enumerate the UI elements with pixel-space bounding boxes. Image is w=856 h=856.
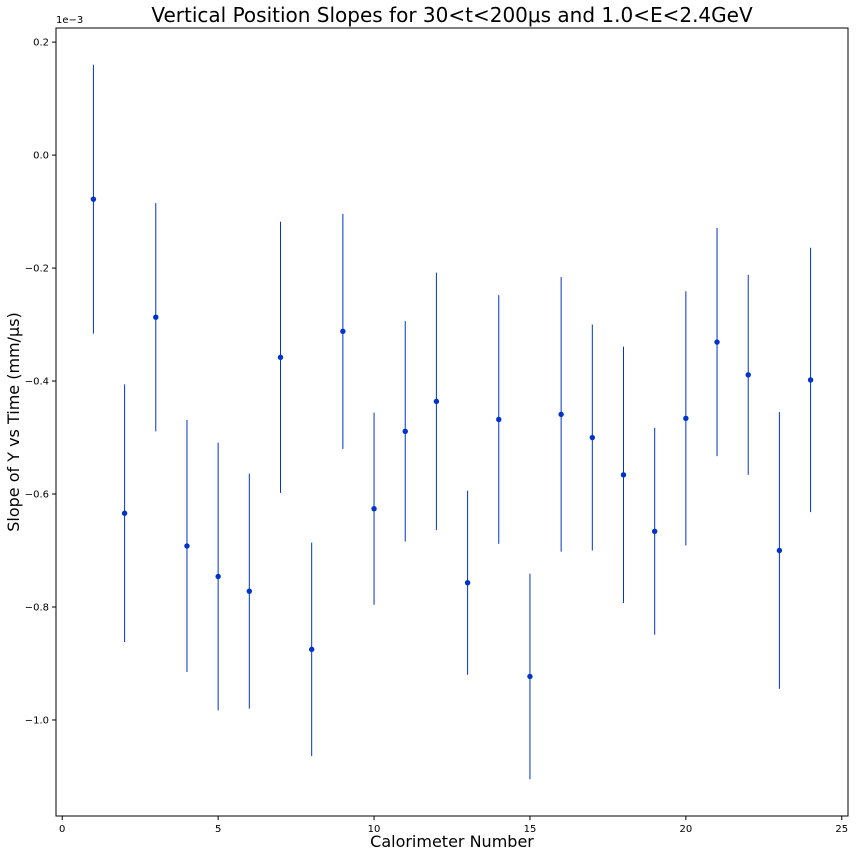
data-point bbox=[527, 673, 533, 680]
x-tick-label: 25 bbox=[835, 824, 848, 835]
x-tick-label: 5 bbox=[215, 824, 221, 835]
data-point bbox=[246, 588, 253, 594]
data-point bbox=[340, 328, 346, 335]
data-point bbox=[683, 415, 689, 422]
data-point bbox=[807, 377, 814, 383]
data-point bbox=[277, 354, 284, 361]
data-point bbox=[496, 416, 502, 423]
data-point bbox=[714, 339, 720, 345]
y-tick-label: −0.2 bbox=[25, 264, 49, 275]
data-point bbox=[776, 547, 783, 554]
plot-area: 0 5 10 15 20 25 0.2 0.0 −0.2 −0.4 −0.6 −0.8 −1.0 bbox=[25, 27, 849, 835]
plot-frame bbox=[55, 27, 849, 817]
data-point bbox=[402, 428, 408, 435]
data-point bbox=[651, 528, 658, 535]
y-axis-label: Slope of Y vs Time (mm/μs) bbox=[4, 312, 23, 532]
data-point bbox=[620, 472, 627, 478]
data-point bbox=[589, 434, 596, 441]
x-tick-label: 20 bbox=[679, 824, 692, 835]
y-tick-label: −0.8 bbox=[25, 602, 49, 613]
data-point bbox=[90, 196, 97, 202]
x-tick-label: 0 bbox=[59, 824, 65, 835]
y-tick-label: 0.0 bbox=[33, 151, 49, 162]
y-tick-label: 0.2 bbox=[33, 38, 49, 49]
data-point bbox=[371, 506, 377, 512]
data-point bbox=[153, 314, 159, 320]
x-tick-label: 15 bbox=[524, 824, 537, 835]
data-point bbox=[184, 543, 190, 549]
data-point bbox=[464, 580, 471, 586]
y-tick-label: −1.0 bbox=[25, 715, 49, 726]
y-tick-label: −0.6 bbox=[25, 490, 49, 501]
x-axis-label: Calorimeter Number bbox=[370, 832, 534, 851]
data-point bbox=[215, 573, 221, 580]
data-point bbox=[433, 398, 440, 405]
x-tick-label: 10 bbox=[368, 824, 381, 835]
data-point bbox=[121, 510, 128, 516]
y-axis-offset-label: 1e−3 bbox=[56, 15, 83, 26]
y-tick-label: −0.4 bbox=[25, 377, 49, 388]
data-point bbox=[558, 411, 564, 418]
data-point bbox=[308, 646, 315, 653]
data-point bbox=[745, 372, 751, 378]
chart-title: Vertical Position Slopes for 30<t<200μs … bbox=[151, 3, 753, 27]
